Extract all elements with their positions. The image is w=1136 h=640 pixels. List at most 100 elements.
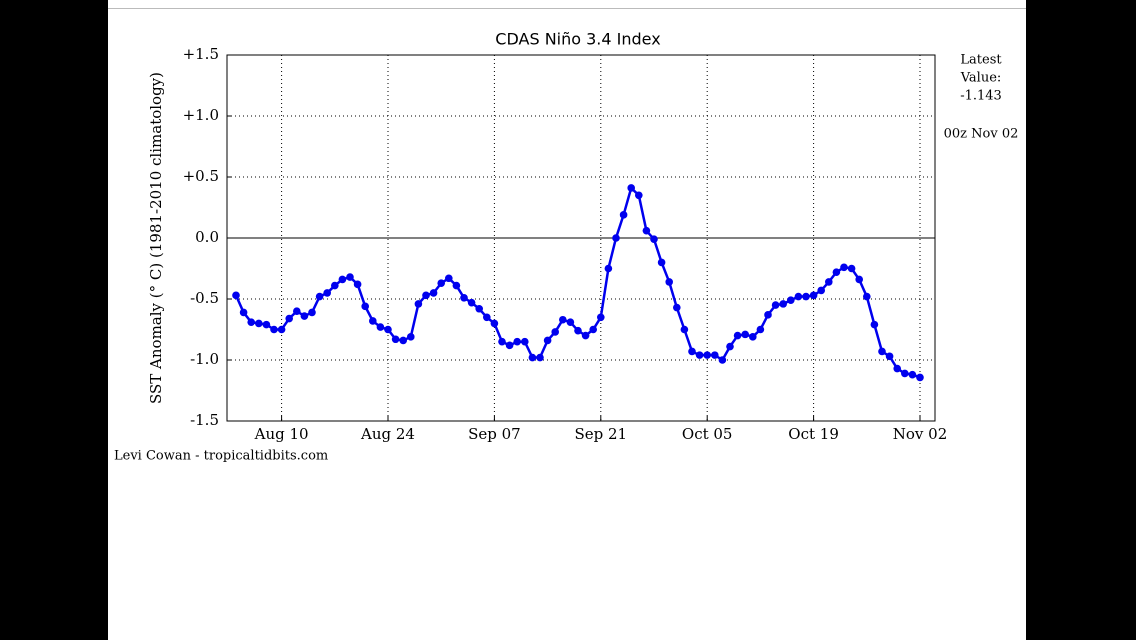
data-point [551, 328, 559, 336]
data-point [536, 353, 544, 362]
data-point [262, 320, 271, 329]
data-point [870, 320, 879, 329]
data-point [277, 325, 286, 334]
data-point [254, 319, 263, 328]
data-point [422, 291, 430, 300]
data-point [756, 325, 765, 334]
data-point [619, 211, 628, 219]
data-point [779, 300, 787, 308]
data-point [847, 264, 856, 273]
data-point [346, 273, 354, 281]
x-tick-label: Sep 21 [574, 425, 627, 443]
data-point [315, 292, 324, 301]
data-point [429, 289, 438, 297]
data-point [452, 281, 461, 290]
data-point [802, 292, 810, 301]
data-point [445, 274, 453, 283]
y-axis-label: SST Anomaly (° C) (1981-2010 climatology… [147, 72, 165, 404]
y-tick-label: +1.5 [183, 45, 219, 63]
data-point [885, 352, 894, 361]
latest-label: Latest [960, 53, 1002, 68]
data-point [338, 275, 347, 284]
data-point [361, 302, 370, 311]
data-point [901, 369, 909, 378]
data-point [764, 311, 772, 319]
data-point [809, 291, 818, 300]
latest-time: 00z Nov 02 [944, 127, 1019, 142]
data-point [741, 330, 749, 339]
latest-label: Value: [960, 71, 1002, 86]
data-point [353, 280, 362, 289]
data-point [612, 234, 620, 242]
data-point [437, 279, 446, 287]
data-point [391, 335, 400, 344]
data-point [407, 333, 415, 341]
data-point [627, 184, 635, 192]
data-point [300, 312, 309, 320]
x-tick-label: Oct 05 [682, 425, 733, 443]
data-point [232, 291, 240, 300]
data-point [908, 370, 917, 379]
data-point [718, 356, 727, 364]
data-point [574, 326, 582, 335]
data-point [703, 351, 711, 359]
data-point [369, 317, 377, 325]
data-point [376, 323, 385, 331]
data-point [657, 258, 666, 267]
data-point [589, 325, 597, 334]
x-tick-label: Aug 24 [360, 425, 415, 443]
data-point [733, 331, 742, 340]
data-point [680, 325, 689, 334]
x-tick-label: Sep 07 [468, 425, 521, 443]
data-point [604, 264, 613, 273]
data-point [490, 319, 499, 328]
data-point [726, 342, 734, 351]
data-point [916, 373, 924, 382]
data-point [642, 226, 651, 235]
data-point [817, 286, 825, 295]
data-point [323, 289, 332, 297]
data-point [832, 268, 841, 276]
data-point [528, 353, 537, 362]
latest-value: -1.143 [960, 89, 1002, 104]
data-point [688, 347, 696, 356]
y-tick-label: +0.5 [183, 167, 219, 185]
data-point [543, 336, 552, 345]
data-point [414, 300, 423, 308]
data-point [331, 281, 339, 290]
data-point [749, 333, 757, 341]
data-point [285, 314, 294, 323]
data-point [863, 292, 871, 301]
data-point [665, 278, 673, 286]
data-point [498, 337, 506, 346]
data-point [270, 325, 278, 334]
x-tick-label: Nov 02 [893, 425, 948, 443]
data-point [893, 364, 901, 373]
data-point [673, 303, 681, 312]
chart-title: CDAS Niño 3.4 Index [495, 30, 660, 49]
data-point [521, 337, 529, 346]
data-point [566, 318, 575, 326]
data-point [878, 347, 886, 356]
y-tick-label: -1.0 [190, 350, 219, 368]
data-point [855, 275, 863, 284]
data-point [597, 313, 605, 322]
data-point [581, 331, 590, 340]
plot-frame [226, 54, 936, 422]
data-point [840, 263, 848, 272]
data-point [635, 191, 643, 200]
y-tick-label: 0.0 [195, 228, 219, 246]
data-point [247, 318, 255, 326]
data-point [239, 308, 248, 317]
data-point [695, 351, 704, 359]
data-point [384, 325, 392, 334]
data-point [293, 307, 301, 316]
data-point [787, 296, 795, 305]
data-point [711, 351, 719, 359]
data-point [650, 235, 658, 244]
data-point [559, 315, 567, 324]
data-point [505, 341, 514, 350]
data-point [513, 337, 521, 346]
